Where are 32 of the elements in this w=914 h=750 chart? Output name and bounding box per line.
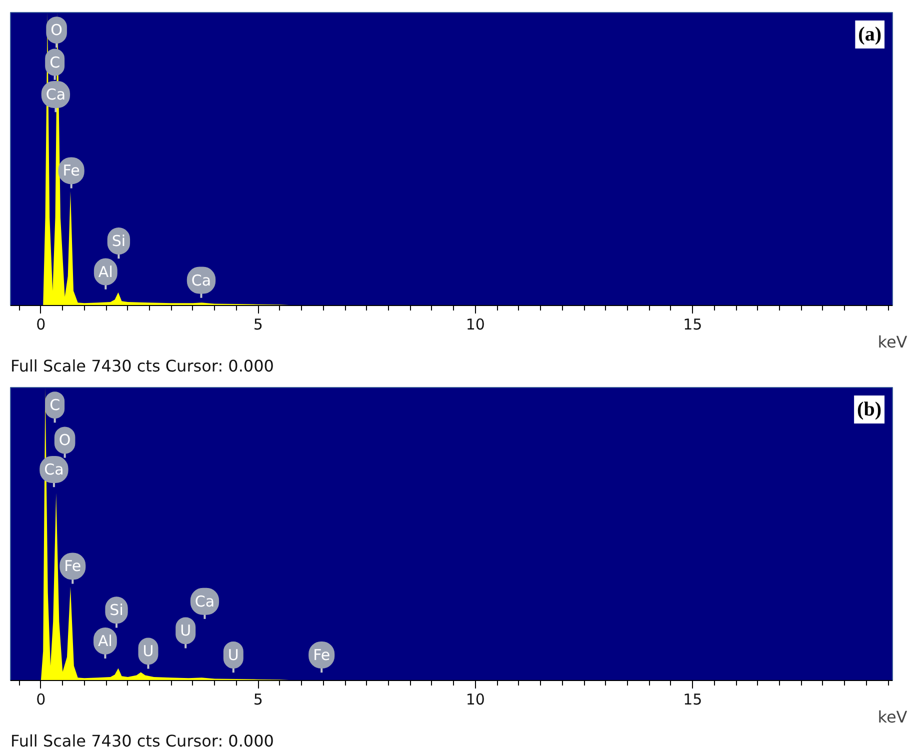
annotation: U <box>228 646 239 664</box>
x-tick-label: 10 <box>466 316 485 334</box>
annotation: O <box>50 21 62 40</box>
annotation: Ca <box>191 271 212 290</box>
annotation: C <box>50 53 60 72</box>
annotation: O <box>58 431 71 450</box>
annotation: Si <box>112 232 126 250</box>
annotation: Fe <box>313 646 330 664</box>
annotation: Fe <box>62 162 80 180</box>
annotation: U <box>142 642 154 660</box>
annotation: Ca <box>46 86 66 104</box>
x-axis-title: keV <box>878 332 908 352</box>
text: Full Scale 7430 cts Cursor: 0.000 <box>10 356 274 376</box>
x-tick-label: 15 <box>683 316 702 334</box>
annotation: C <box>50 396 60 414</box>
annotation: Si <box>110 601 124 620</box>
x-tick-label: 5 <box>253 316 263 334</box>
x-tick-label: 5 <box>253 690 263 708</box>
text: (a) <box>858 24 882 46</box>
annotation: Al <box>98 262 113 281</box>
x-tick-label: 10 <box>466 690 485 708</box>
x-tick-label: 15 <box>683 690 702 708</box>
annotation: U <box>180 622 192 640</box>
annotation: Fe <box>64 557 82 576</box>
text: (b) <box>857 398 882 420</box>
x-tick-label: 0 <box>36 690 46 708</box>
text: Full Scale 7430 cts Cursor: 0.000 <box>10 732 274 750</box>
annotation: Ca <box>194 592 215 610</box>
annotation: Al <box>98 632 112 650</box>
x-tick-label: 0 <box>36 316 46 334</box>
x-axis-title: keV <box>878 708 908 726</box>
annotation: Ca <box>44 460 64 479</box>
